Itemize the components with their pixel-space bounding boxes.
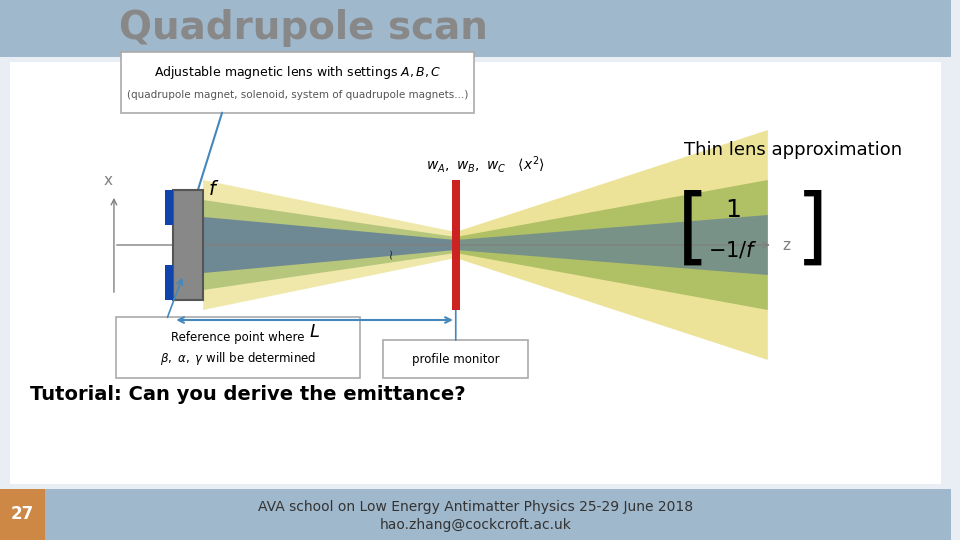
Text: ~: ~ — [384, 247, 398, 259]
Polygon shape — [456, 215, 768, 275]
FancyBboxPatch shape — [452, 180, 460, 310]
FancyBboxPatch shape — [10, 62, 941, 484]
Text: $w_A,\ w_B,\ w_C$   $\langle x^2 \rangle$: $w_A,\ w_B,\ w_C$ $\langle x^2 \rangle$ — [426, 154, 545, 176]
Text: Thin lens approximation: Thin lens approximation — [684, 141, 901, 159]
Polygon shape — [456, 180, 768, 310]
Text: $-1/f$: $-1/f$ — [708, 240, 758, 260]
Text: Tutorial: Can you derive the emittance?: Tutorial: Can you derive the emittance? — [30, 386, 466, 404]
Text: $f$: $f$ — [208, 180, 220, 199]
Text: z: z — [782, 238, 791, 253]
FancyBboxPatch shape — [121, 52, 473, 113]
Polygon shape — [456, 130, 768, 360]
FancyBboxPatch shape — [174, 190, 204, 300]
Text: 27: 27 — [11, 505, 34, 523]
Text: [: [ — [677, 190, 709, 271]
Text: (quadrupole magnet, solenoid, system of quadrupole magnets...): (quadrupole magnet, solenoid, system of … — [127, 90, 468, 99]
Text: profile monitor: profile monitor — [412, 353, 499, 366]
Text: Reference point where: Reference point where — [171, 331, 304, 344]
Text: hao.zhang@cockcroft.ac.uk: hao.zhang@cockcroft.ac.uk — [379, 518, 571, 531]
Text: 1: 1 — [725, 198, 741, 222]
Text: x: x — [104, 173, 113, 188]
FancyBboxPatch shape — [0, 489, 44, 540]
Text: Quadrupole scan: Quadrupole scan — [119, 9, 488, 48]
Polygon shape — [204, 217, 456, 273]
Text: $\beta,\ \alpha,\ \gamma$ will be determined: $\beta,\ \alpha,\ \gamma$ will be determ… — [159, 350, 316, 367]
Text: Adjustable magnetic lens with settings $A, B, C$: Adjustable magnetic lens with settings $… — [154, 64, 441, 81]
Text: ]: ] — [796, 190, 828, 271]
Text: $L$: $L$ — [309, 323, 320, 341]
Polygon shape — [204, 200, 456, 290]
FancyBboxPatch shape — [116, 317, 360, 378]
FancyBboxPatch shape — [0, 0, 951, 57]
FancyBboxPatch shape — [165, 190, 174, 225]
FancyBboxPatch shape — [0, 489, 951, 540]
Text: AVA school on Low Energy Antimatter Physics 25-29 June 2018: AVA school on Low Energy Antimatter Phys… — [258, 500, 693, 514]
FancyBboxPatch shape — [383, 340, 528, 378]
FancyBboxPatch shape — [165, 265, 174, 300]
Polygon shape — [204, 180, 456, 310]
